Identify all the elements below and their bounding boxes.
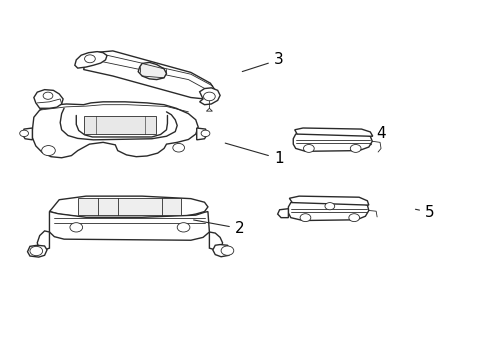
Polygon shape [196,128,207,140]
Polygon shape [37,231,49,250]
Circle shape [70,223,82,232]
Circle shape [43,92,53,99]
Polygon shape [293,132,371,151]
Circle shape [172,143,184,152]
Circle shape [201,130,209,136]
Polygon shape [277,209,288,218]
Polygon shape [32,102,198,158]
Polygon shape [209,232,222,250]
Text: 1: 1 [225,143,283,166]
Polygon shape [49,196,207,218]
Text: 4: 4 [370,126,385,145]
Polygon shape [27,245,47,257]
Circle shape [177,223,189,232]
Polygon shape [288,201,368,221]
Polygon shape [22,128,32,140]
Circle shape [20,130,28,136]
Circle shape [84,55,95,63]
Circle shape [348,214,359,222]
Polygon shape [212,244,230,257]
Polygon shape [289,196,368,205]
Circle shape [203,92,215,101]
Polygon shape [199,88,220,105]
Polygon shape [83,116,156,134]
Circle shape [221,246,233,255]
Text: 2: 2 [193,220,244,236]
Polygon shape [138,62,166,80]
Circle shape [349,144,360,152]
Text: 3: 3 [242,52,283,72]
Circle shape [303,144,314,152]
Polygon shape [34,90,63,108]
Circle shape [300,214,310,222]
Circle shape [41,145,55,156]
Polygon shape [78,198,181,215]
Polygon shape [75,51,107,68]
Polygon shape [83,51,215,99]
Circle shape [30,246,42,256]
Polygon shape [49,212,209,240]
Polygon shape [294,128,372,136]
Circle shape [325,203,334,210]
Text: 5: 5 [415,205,434,220]
